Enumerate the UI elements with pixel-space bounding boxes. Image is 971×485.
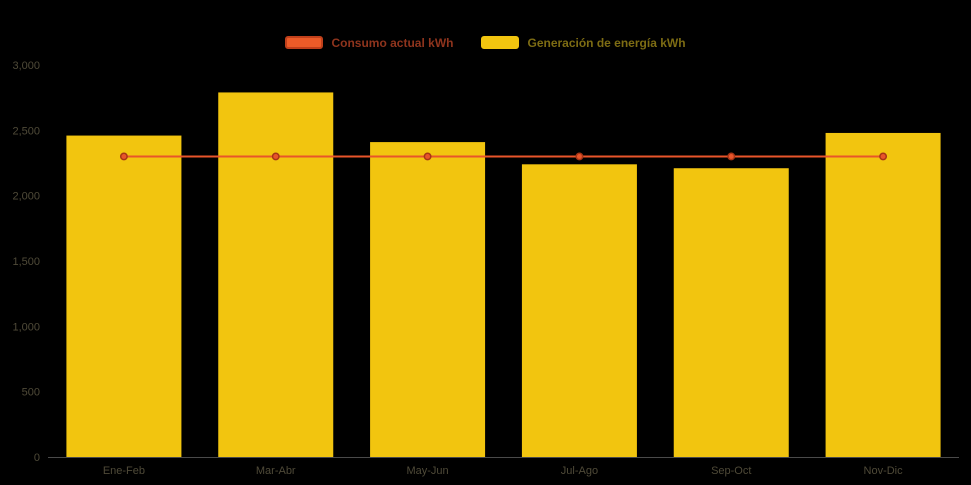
line-series-swatch — [285, 36, 324, 49]
x-axis-tick-label: May-Jun — [406, 465, 448, 477]
legend-label-generacion: Generación de energía kWh — [527, 35, 686, 50]
legend-item-consumo-actual[interactable]: Consumo actual kWh — [285, 36, 453, 49]
consumption-point-may-jun[interactable] — [423, 152, 432, 161]
y-axis-tick-label: 3,000 — [12, 60, 40, 72]
consumption-point-sep-oct[interactable] — [727, 152, 736, 161]
y-axis-tick-label: 2,000 — [12, 191, 40, 203]
x-axis-tick-label: Jul-Ago — [561, 465, 598, 477]
consumption-point-mar-abr[interactable] — [271, 152, 280, 161]
y-axis-tick-label: 1,000 — [12, 321, 40, 333]
y-axis-tick-label: 500 — [22, 387, 40, 399]
x-axis-tick-label: Sep-Oct — [711, 465, 751, 477]
y-axis-tick-label: 1,500 — [12, 256, 40, 268]
legend-label-consumo-actual: Consumo actual kWh — [331, 35, 454, 50]
y-axis-tick-label: 2,500 — [12, 125, 40, 137]
y-axis-tick-label: 0 — [34, 452, 40, 464]
legend-item-generacion[interactable]: Generación de energía kWh — [481, 35, 686, 50]
x-axis-tick-label: Ene-Feb — [103, 465, 145, 477]
bar-series-swatch — [481, 36, 520, 49]
consumption-point-ene-feb[interactable] — [119, 152, 128, 161]
bar-jul-ago[interactable] — [521, 164, 637, 457]
chart-legend: Consumo actual kWh Generación de energía… — [0, 36, 971, 49]
x-axis-tick-label: Nov-Dic — [864, 465, 904, 477]
x-axis-tick-label: Mar-Abr — [256, 465, 296, 477]
bar-nov-dic[interactable] — [825, 132, 941, 458]
bar-mar-abr[interactable] — [218, 92, 334, 457]
consumption-point-jul-ago[interactable] — [575, 152, 584, 161]
consumption-point-nov-dic[interactable] — [879, 152, 888, 161]
bar-may-jun[interactable] — [370, 142, 486, 458]
bar-sep-oct[interactable] — [673, 168, 789, 457]
bar-ene-feb[interactable] — [66, 135, 182, 457]
